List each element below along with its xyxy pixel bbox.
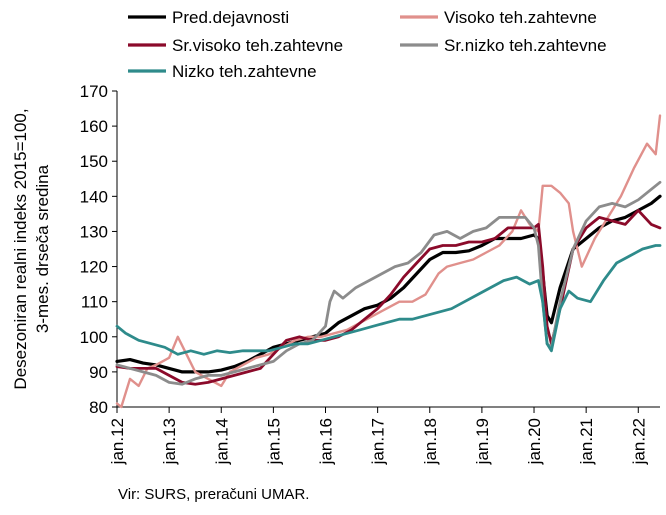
y-tick-label: 100	[80, 328, 108, 347]
y-tick-label: 80	[89, 398, 108, 417]
x-tick-label: jan.17	[369, 418, 388, 465]
series-line-1	[115, 114, 662, 409]
x-tick-label: jan.19	[473, 418, 492, 465]
y-tick-label: 110	[81, 293, 108, 312]
x-tick-label: jan.14	[212, 418, 231, 465]
y-axis: 80 90 100 110 120 130 140 150 160 170	[80, 82, 118, 417]
y-tick-label: 130	[80, 222, 108, 241]
x-tick-label: jan.15	[264, 418, 283, 465]
x-tick-label: jan.20	[525, 418, 544, 465]
series-lines	[115, 114, 662, 409]
series-line-0	[115, 194, 662, 374]
series-line-3	[115, 180, 662, 386]
y-tick-label: 90	[89, 363, 108, 382]
y-tick-label: 170	[80, 82, 108, 101]
y-axis-title-line: Desezoniran realni indeks 2015=100,	[11, 108, 30, 389]
series-line-4	[115, 244, 662, 356]
source-note: Vir: SURS, preračuni UMAR.	[118, 486, 310, 503]
legend-label-0: Pred.dejavnosti	[172, 8, 289, 27]
legend: Pred.dejavnosti Visoko teh.zahtevne Sr.vis…	[128, 8, 607, 81]
legend-label-1: Visoko teh.zahtevne	[444, 8, 597, 27]
x-tick-label: jan.22	[629, 418, 648, 465]
x-tick-label: jan.18	[421, 418, 440, 465]
legend-label-3: Sr.nizko teh.zahtevne	[444, 36, 607, 55]
legend-label-4: Nizko teh.zahtevne	[172, 62, 317, 81]
y-axis-title-line: 3-mes. drseča sredina	[33, 164, 52, 333]
y-tick-label: 120	[80, 258, 108, 277]
y-tick-label: 140	[80, 187, 108, 206]
x-tick-label: jan.13	[160, 418, 179, 465]
legend-label-2: Sr.visoko teh.zahtevne	[172, 36, 343, 55]
x-tick-label: jan.12	[108, 418, 127, 465]
y-axis-title: Desezoniran realni indeks 2015=100, 3-mes…	[11, 108, 52, 389]
y-tick-label: 150	[80, 152, 108, 171]
x-tick-label: jan.21	[577, 418, 596, 465]
x-axis: jan.12 jan.13 jan.14 jan.15 jan.16 jan.17 jan.…	[108, 406, 660, 465]
x-tick-label: jan.16	[317, 418, 336, 465]
y-tick-label: 160	[80, 117, 108, 136]
